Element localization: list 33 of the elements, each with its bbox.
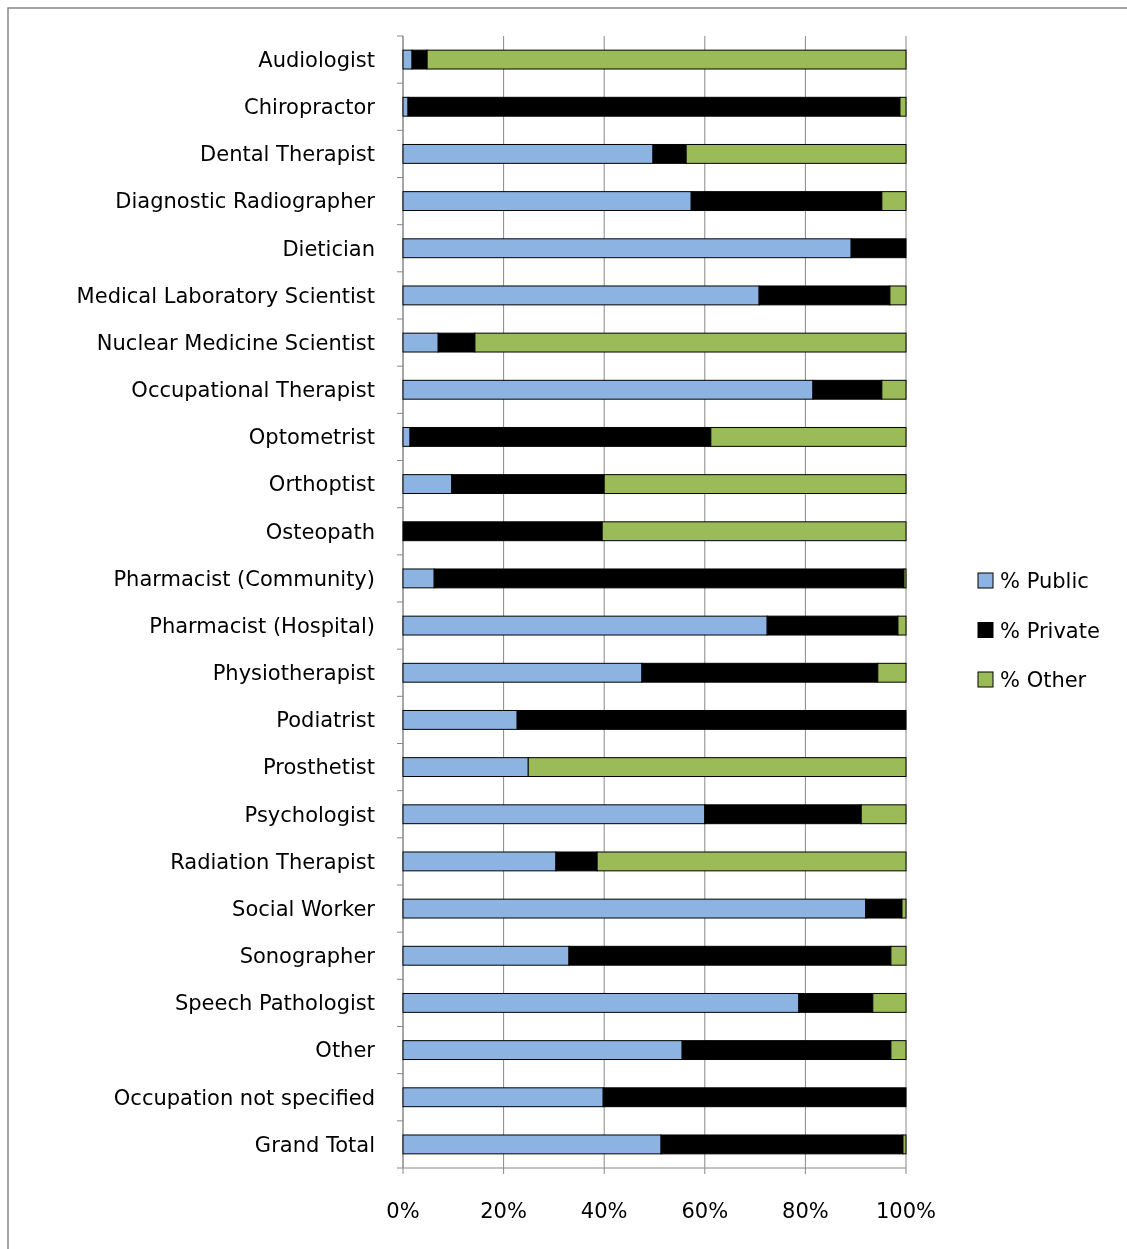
y-tick-label: Social Worker (232, 896, 376, 921)
y-tick-label: Other (315, 1038, 376, 1063)
y-tick-label: Pharmacist (Hospital) (149, 613, 375, 638)
x-tick-label: 60% (681, 1199, 729, 1223)
legend-label: % Public (1000, 569, 1089, 594)
y-tick-label: Radiation Therapist (170, 849, 375, 874)
y-tick-label: Pharmacist (Community) (113, 566, 375, 591)
y-tick-label: Orthoptist (268, 472, 375, 497)
y-tick-label: Speech Pathologist (174, 991, 375, 1016)
y-tick-label: Dental Therapist (200, 142, 375, 167)
y-tick-label: Diagnostic Radiographer (115, 189, 376, 214)
legend-label: % Other (1000, 668, 1087, 693)
y-tick-label: Occupation not specified (113, 1085, 375, 1110)
y-tick-label: Chiropractor (244, 95, 376, 120)
y-tick-label: Optometrist (248, 425, 375, 450)
x-tick-label: 0% (386, 1199, 420, 1223)
x-tick-label: 100% (875, 1199, 937, 1223)
y-tick-label: Prosthetist (263, 755, 375, 780)
y-tick-label: Osteopath (265, 519, 375, 544)
legend-label: % Private (1000, 618, 1100, 643)
y-tick-label: Nuclear Medicine Scientist (96, 330, 375, 355)
y-tick-label: Medical Laboratory Scientist (76, 283, 375, 308)
y-tick-label: Podiatrist (276, 708, 375, 733)
y-tick-label: Sonographer (239, 944, 376, 969)
y-tick-label: Audiologist (258, 47, 375, 72)
y-tick-label: Dietician (282, 236, 375, 261)
y-tick-label: Grand Total (254, 1132, 375, 1157)
x-tick-label: 20% (480, 1199, 527, 1223)
x-tick-label: 80% (782, 1199, 829, 1223)
y-tick-label: Psychologist (244, 802, 375, 827)
y-tick-label: Physiotherapist (212, 661, 375, 686)
y-tick-label: Occupational Therapist (131, 378, 375, 403)
x-tick-label: 40% (580, 1199, 628, 1223)
